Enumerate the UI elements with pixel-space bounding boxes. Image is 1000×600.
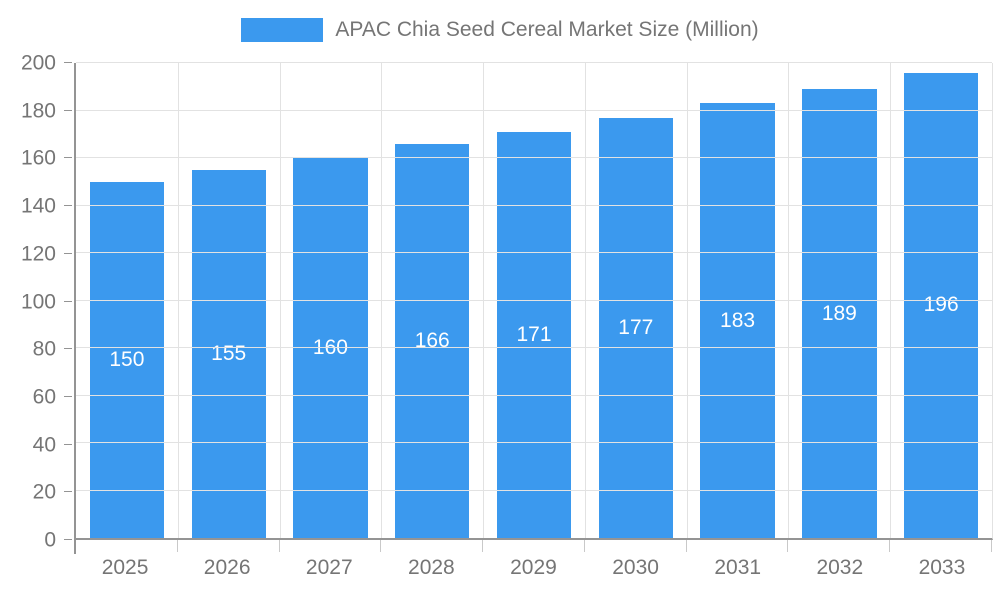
bar: 160 (293, 158, 368, 538)
y-tick-label: 80 (32, 337, 56, 361)
x-tick-label: 2033 (918, 556, 966, 579)
bar-slot: 150 (76, 63, 178, 538)
y-tick-label: 160 (20, 146, 56, 170)
bar: 196 (903, 72, 979, 538)
y-tick-label: 200 (20, 51, 56, 75)
x-tick-label: 2026 (203, 556, 251, 579)
bar-value-label: 171 (516, 322, 552, 346)
bar-value-label: 177 (618, 315, 654, 339)
y-axis-tick (64, 157, 72, 159)
y-axis-tick (64, 395, 72, 397)
bar-slot: 171 (483, 63, 585, 538)
y-tick-label: 60 (32, 385, 56, 409)
bar: 150 (89, 181, 165, 538)
bar-slot: 196 (890, 63, 992, 538)
x-axis-tick (685, 540, 687, 552)
legend[interactable]: APAC Chia Seed Cereal Market Size (Milli… (0, 18, 1000, 42)
bar: 189 (802, 89, 877, 538)
y-tick-label: 20 (32, 480, 56, 504)
x-axis-tick (278, 540, 280, 552)
bar: 155 (191, 169, 266, 538)
bar-value-label: 155 (211, 341, 247, 365)
bar-slot: 155 (178, 63, 280, 538)
x-axis-tick (991, 540, 992, 552)
y-axis-tick (64, 109, 72, 111)
y-axis: 0 20 40 60 80 100 120 140 160 180 200 (0, 53, 74, 551)
x-axis-tick (787, 540, 789, 552)
bar-slot: 183 (687, 63, 789, 538)
bar-value-label: 196 (923, 293, 959, 317)
bar-slot: 189 (788, 63, 890, 538)
bar-slot: 177 (585, 63, 687, 538)
bar: 177 (598, 117, 673, 538)
bar-value-label: 160 (312, 336, 348, 359)
y-axis-tick (64, 443, 72, 445)
x-tick-label: 2028 (408, 556, 455, 579)
x-axis: 2025 2026 2027 2028 2029 2030 2031 2032 2033 (74, 556, 993, 580)
bar-value-label: 183 (720, 308, 756, 332)
y-axis-tick (64, 300, 72, 302)
bar-slot: 166 (381, 63, 483, 538)
y-axis-tick (64, 62, 72, 63)
x-axis-tick (482, 540, 484, 552)
bar: 166 (395, 143, 470, 538)
x-tick-label: 2025 (101, 556, 149, 579)
y-axis-tick (64, 252, 72, 254)
y-axis-tick (64, 491, 72, 493)
y-axis-tick (64, 348, 72, 350)
x-axis-tick (176, 540, 178, 552)
x-tick-label: 2031 (714, 556, 762, 579)
bar-value-label: 189 (821, 301, 857, 325)
y-tick-label: 120 (20, 242, 56, 266)
x-axis-tick (380, 540, 382, 552)
y-axis-tick (64, 205, 72, 207)
plot-area: 150 155 160 166 171 177 183 189 196 (74, 62, 993, 554)
bar: 171 (496, 131, 572, 538)
x-tick-label: 2029 (510, 556, 557, 579)
x-tick-label: 2032 (816, 556, 864, 579)
bar-value-label: 166 (414, 328, 450, 352)
y-tick-label: 180 (20, 99, 56, 123)
legend-label: APAC Chia Seed Cereal Market Size (Milli… (335, 18, 759, 41)
x-tick-label: 2030 (612, 556, 659, 579)
bars-group: 150 155 160 166 171 177 183 189 196 (76, 63, 992, 538)
x-axis-tick (889, 540, 891, 552)
bar-slot: 160 (280, 63, 382, 538)
y-tick-label: 100 (20, 290, 56, 313)
y-axis-tick (64, 539, 72, 540)
x-axis-tick (583, 540, 585, 552)
y-tick-label: 40 (32, 433, 56, 457)
y-tick-label: 0 (44, 528, 56, 552)
bar: 183 (700, 103, 775, 538)
bar-value-label: 150 (109, 347, 145, 371)
y-tick-label: 140 (20, 194, 56, 218)
legend-swatch-icon (241, 18, 324, 42)
x-tick-label: 2027 (305, 556, 353, 579)
